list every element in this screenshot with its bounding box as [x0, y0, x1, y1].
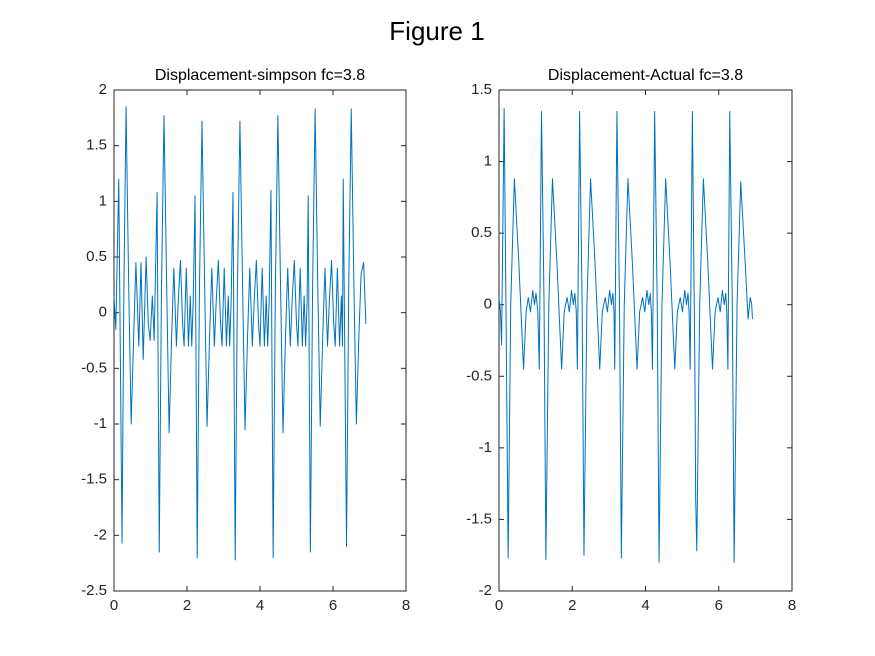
- y-tick-label: 1: [484, 153, 492, 170]
- y-tick-label: 2: [99, 81, 107, 98]
- figure-title: Figure 1: [389, 16, 484, 46]
- x-tick-label: 4: [256, 597, 264, 614]
- x-tick-label: 6: [329, 597, 337, 614]
- x-tick-label: 4: [641, 597, 649, 614]
- y-tick-label: 0: [99, 304, 107, 321]
- chart-title: Displacement-simpson fc=3.8: [155, 67, 365, 84]
- y-tick-label: -2: [479, 582, 492, 599]
- x-tick-label: 8: [402, 597, 410, 614]
- data-line: [113, 106, 367, 561]
- y-tick-label: 1.5: [471, 81, 492, 98]
- x-tick-label: 0: [110, 597, 118, 614]
- y-tick-label: 1.5: [86, 137, 107, 154]
- x-tick-label: 0: [495, 597, 503, 614]
- x-tick-label: 2: [568, 597, 576, 614]
- y-tick-label: -2: [94, 526, 107, 543]
- chart-title: Displacement-Actual fc=3.8: [548, 67, 743, 84]
- y-tick-label: 1: [99, 192, 107, 209]
- y-tick-label: -1.5: [466, 510, 492, 527]
- y-tick-label: -1.5: [81, 471, 107, 488]
- y-tick-label: -2.5: [81, 582, 107, 599]
- y-tick-label: 0.5: [86, 248, 107, 265]
- y-tick-label: 0: [484, 296, 492, 313]
- y-tick-label: -1: [94, 415, 107, 432]
- y-tick-label: -0.5: [81, 359, 107, 376]
- y-tick-label: -0.5: [466, 367, 492, 384]
- y-tick-label: 0.5: [471, 224, 492, 241]
- y-tick-label: -1: [479, 439, 492, 456]
- data-line: [498, 108, 753, 563]
- x-tick-label: 2: [183, 597, 191, 614]
- x-tick-label: 8: [788, 597, 796, 614]
- x-tick-label: 6: [715, 597, 723, 614]
